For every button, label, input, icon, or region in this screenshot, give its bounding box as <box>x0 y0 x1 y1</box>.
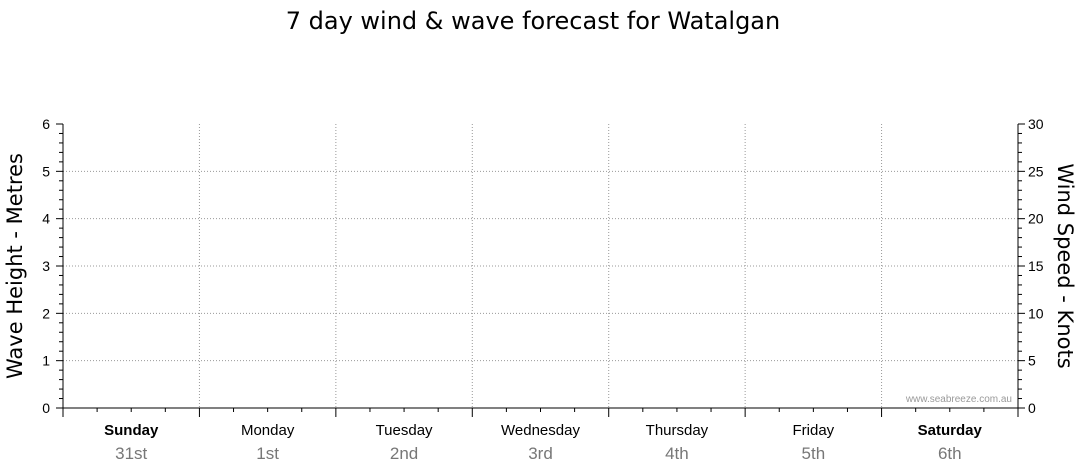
day-date-label: 31st <box>115 444 147 463</box>
right-tick-label: 15 <box>1028 258 1044 274</box>
left-tick-label: 0 <box>42 400 50 416</box>
day-labels: Sunday 31st Monday 1st Tuesday 2nd Wednesday 3r… <box>62 408 1019 463</box>
day-date-label: 2nd <box>390 444 418 463</box>
right-tick-label: 20 <box>1028 211 1044 227</box>
right-tick-label: 5 <box>1028 353 1036 369</box>
right-tick-label: 30 <box>1028 116 1044 132</box>
left-tick-label: 3 <box>42 258 50 274</box>
day-name-label: Saturday <box>918 422 983 439</box>
left-axis: 0 1 2 3 4 5 6 <box>42 116 63 416</box>
left-tick-label: 4 <box>42 211 50 227</box>
right-tick-label: 25 <box>1028 163 1044 179</box>
day-date-label: 4th <box>665 444 689 463</box>
day-name-label: Wednesday <box>501 422 580 439</box>
grid-lines <box>63 124 1018 408</box>
watermark: www.seabreeze.com.au <box>905 394 1012 405</box>
right-axis-title: Wind Speed - Knots <box>1053 163 1077 368</box>
day-name-label: Monday <box>241 422 295 439</box>
right-tick-label: 10 <box>1028 305 1044 321</box>
chart-title: 7 day wind & wave forecast for Watalgan <box>286 7 780 35</box>
day-name-label: Friday <box>793 422 835 439</box>
day-name-label: Tuesday <box>376 422 433 439</box>
left-tick-label: 2 <box>42 305 50 321</box>
left-tick-label: 6 <box>42 116 50 132</box>
day-name-label: Thursday <box>646 422 709 439</box>
day-name-label: Sunday <box>104 422 159 439</box>
day-date-label: 5th <box>802 444 826 463</box>
left-tick-label: 1 <box>42 353 50 369</box>
right-tick-label: 0 <box>1028 400 1036 416</box>
left-axis-title: Wave Height - Metres <box>3 153 27 379</box>
day-date-label: 3rd <box>528 444 553 463</box>
day-date-label: 6th <box>938 444 962 463</box>
left-tick-label: 5 <box>42 163 50 179</box>
day-date-label: 1st <box>256 444 279 463</box>
right-axis: 0 5 10 15 20 25 30 <box>1018 116 1044 416</box>
